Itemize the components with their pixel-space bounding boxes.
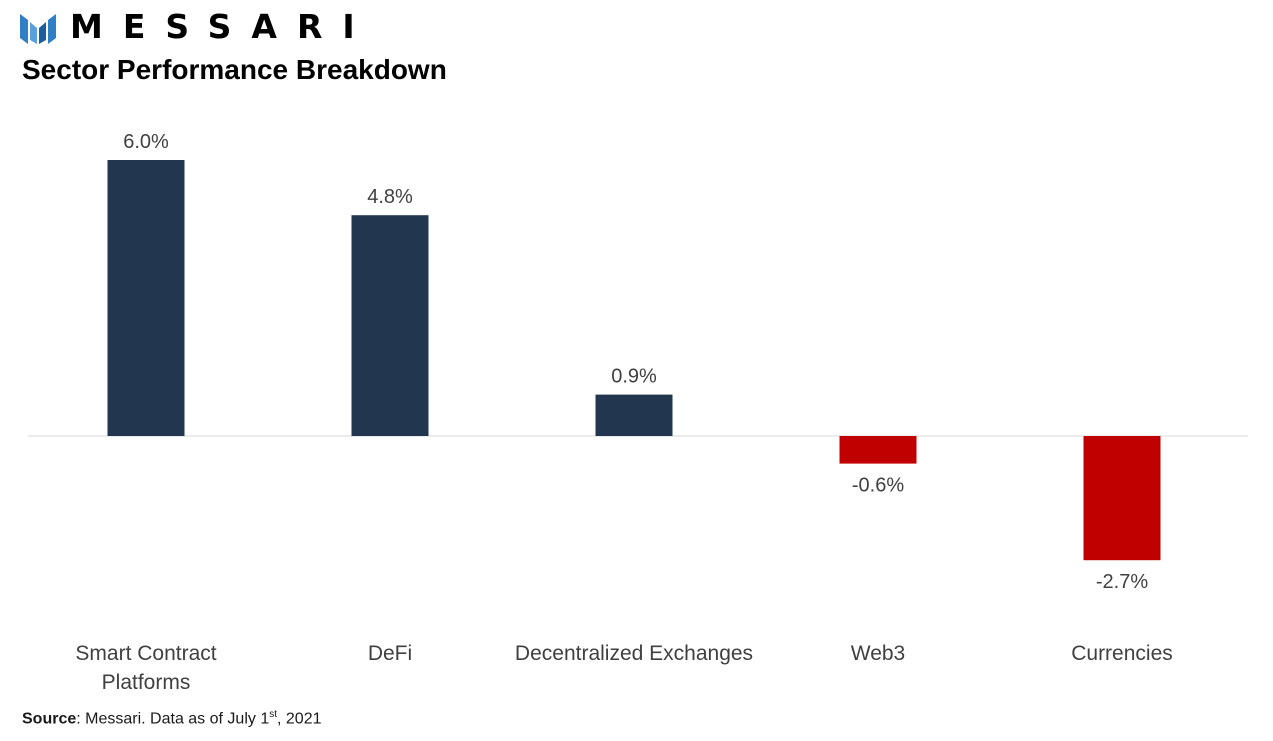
bar-smart-contract-platforms xyxy=(107,160,185,436)
source-tail: , 2021 xyxy=(277,710,322,728)
bar-decentralized-exchanges xyxy=(595,394,673,436)
source-text: : Messari. Data as of July 1 xyxy=(76,710,270,728)
data-label: 0.9% xyxy=(611,366,657,388)
data-label: -0.6% xyxy=(852,475,904,497)
category-label: Currencies xyxy=(1071,642,1173,665)
brand-logo: MESSARI xyxy=(20,10,375,44)
brand-name: MESSARI xyxy=(70,7,375,46)
category-label: Web3 xyxy=(851,642,905,665)
source-note: Source: Messari. Data as of July 1st, 20… xyxy=(22,709,321,728)
data-label: 6.0% xyxy=(123,131,169,153)
chart-title: Sector Performance Breakdown xyxy=(22,54,447,85)
category-label: DeFi xyxy=(368,642,412,665)
source-label: Source xyxy=(22,710,77,728)
bar-web3 xyxy=(839,436,917,464)
bar-currencies xyxy=(1083,436,1161,561)
data-label: -2.7% xyxy=(1096,571,1148,593)
category-label: Smart Contract xyxy=(75,642,216,665)
messari-logo-icon xyxy=(20,14,56,44)
source-suffix: st xyxy=(269,709,277,720)
bar-defi xyxy=(351,215,429,436)
category-label: Decentralized Exchanges xyxy=(515,642,753,665)
data-label: 4.8% xyxy=(367,186,413,208)
category-label: Platforms xyxy=(102,671,191,694)
